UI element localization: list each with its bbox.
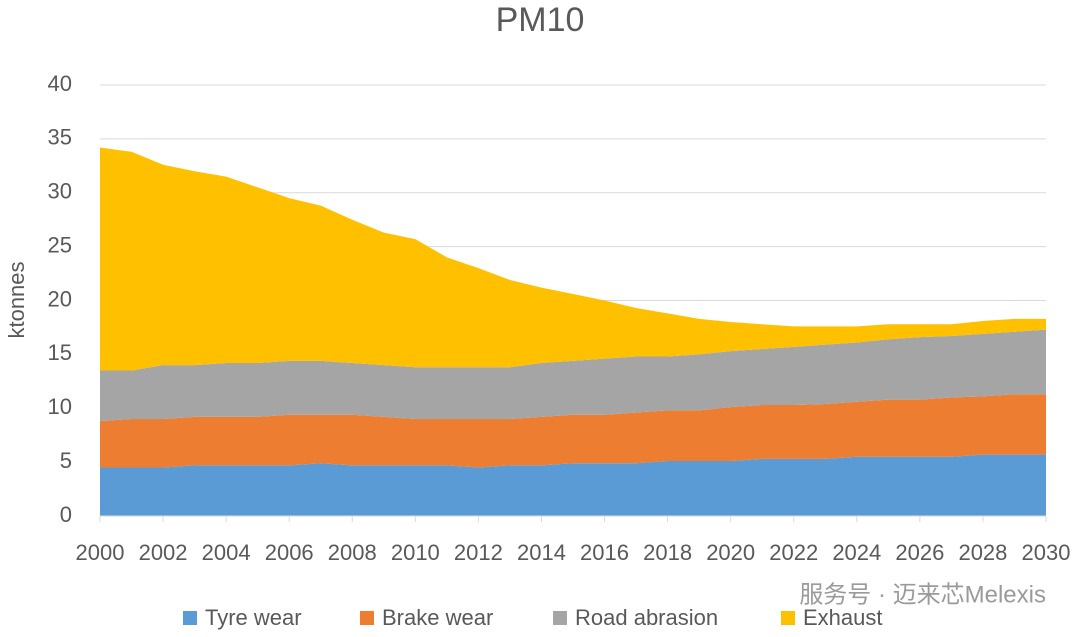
x-tick-label: 2022 bbox=[769, 540, 818, 565]
legend-label: Brake wear bbox=[382, 605, 493, 630]
y-tick-label: 15 bbox=[48, 340, 72, 365]
x-tick-label: 2018 bbox=[643, 540, 692, 565]
y-tick-label: 0 bbox=[60, 502, 72, 527]
area bbox=[100, 454, 1046, 516]
y-tick-label: 10 bbox=[48, 394, 72, 419]
area bbox=[100, 147, 1046, 371]
legend-label: Road abrasion bbox=[575, 605, 718, 630]
legend-swatch bbox=[553, 611, 567, 625]
x-tick-label: 2014 bbox=[517, 540, 566, 565]
y-tick-label: 20 bbox=[48, 286, 72, 311]
y-tick-label: 40 bbox=[48, 71, 72, 96]
x-tick-label: 2024 bbox=[832, 540, 881, 565]
x-tick-label: 2006 bbox=[265, 540, 314, 565]
legend-swatch bbox=[360, 611, 374, 625]
legend-label: Exhaust bbox=[803, 605, 883, 630]
x-tick-label: 2020 bbox=[706, 540, 755, 565]
legend-swatch bbox=[781, 611, 795, 625]
x-tick-label: 2028 bbox=[958, 540, 1007, 565]
x-tick-label: 2010 bbox=[391, 540, 440, 565]
x-tick-label: 2000 bbox=[76, 540, 125, 565]
legend-swatch bbox=[183, 611, 197, 625]
area bbox=[100, 394, 1046, 468]
x-tick-label: 2012 bbox=[454, 540, 503, 565]
x-tick-label: 2030 bbox=[1022, 540, 1071, 565]
chart-title: PM10 bbox=[496, 1, 585, 39]
y-tick-label: 30 bbox=[48, 179, 72, 204]
x-tick-label: 2004 bbox=[202, 540, 251, 565]
y-tick-label: 25 bbox=[48, 232, 72, 257]
x-tick-label: 2008 bbox=[328, 540, 377, 565]
y-tick-label: 5 bbox=[60, 448, 72, 473]
x-tick-label: 2016 bbox=[580, 540, 629, 565]
x-tick-label: 2002 bbox=[139, 540, 188, 565]
y-tick-label: 35 bbox=[48, 125, 72, 150]
area bbox=[100, 329, 1046, 422]
x-tick-label: 2026 bbox=[895, 540, 944, 565]
y-axis-label: ktonnes bbox=[4, 261, 29, 338]
watermark: 服务号 · 迈来芯Melexis bbox=[799, 581, 1046, 608]
legend-label: Tyre wear bbox=[205, 605, 302, 630]
